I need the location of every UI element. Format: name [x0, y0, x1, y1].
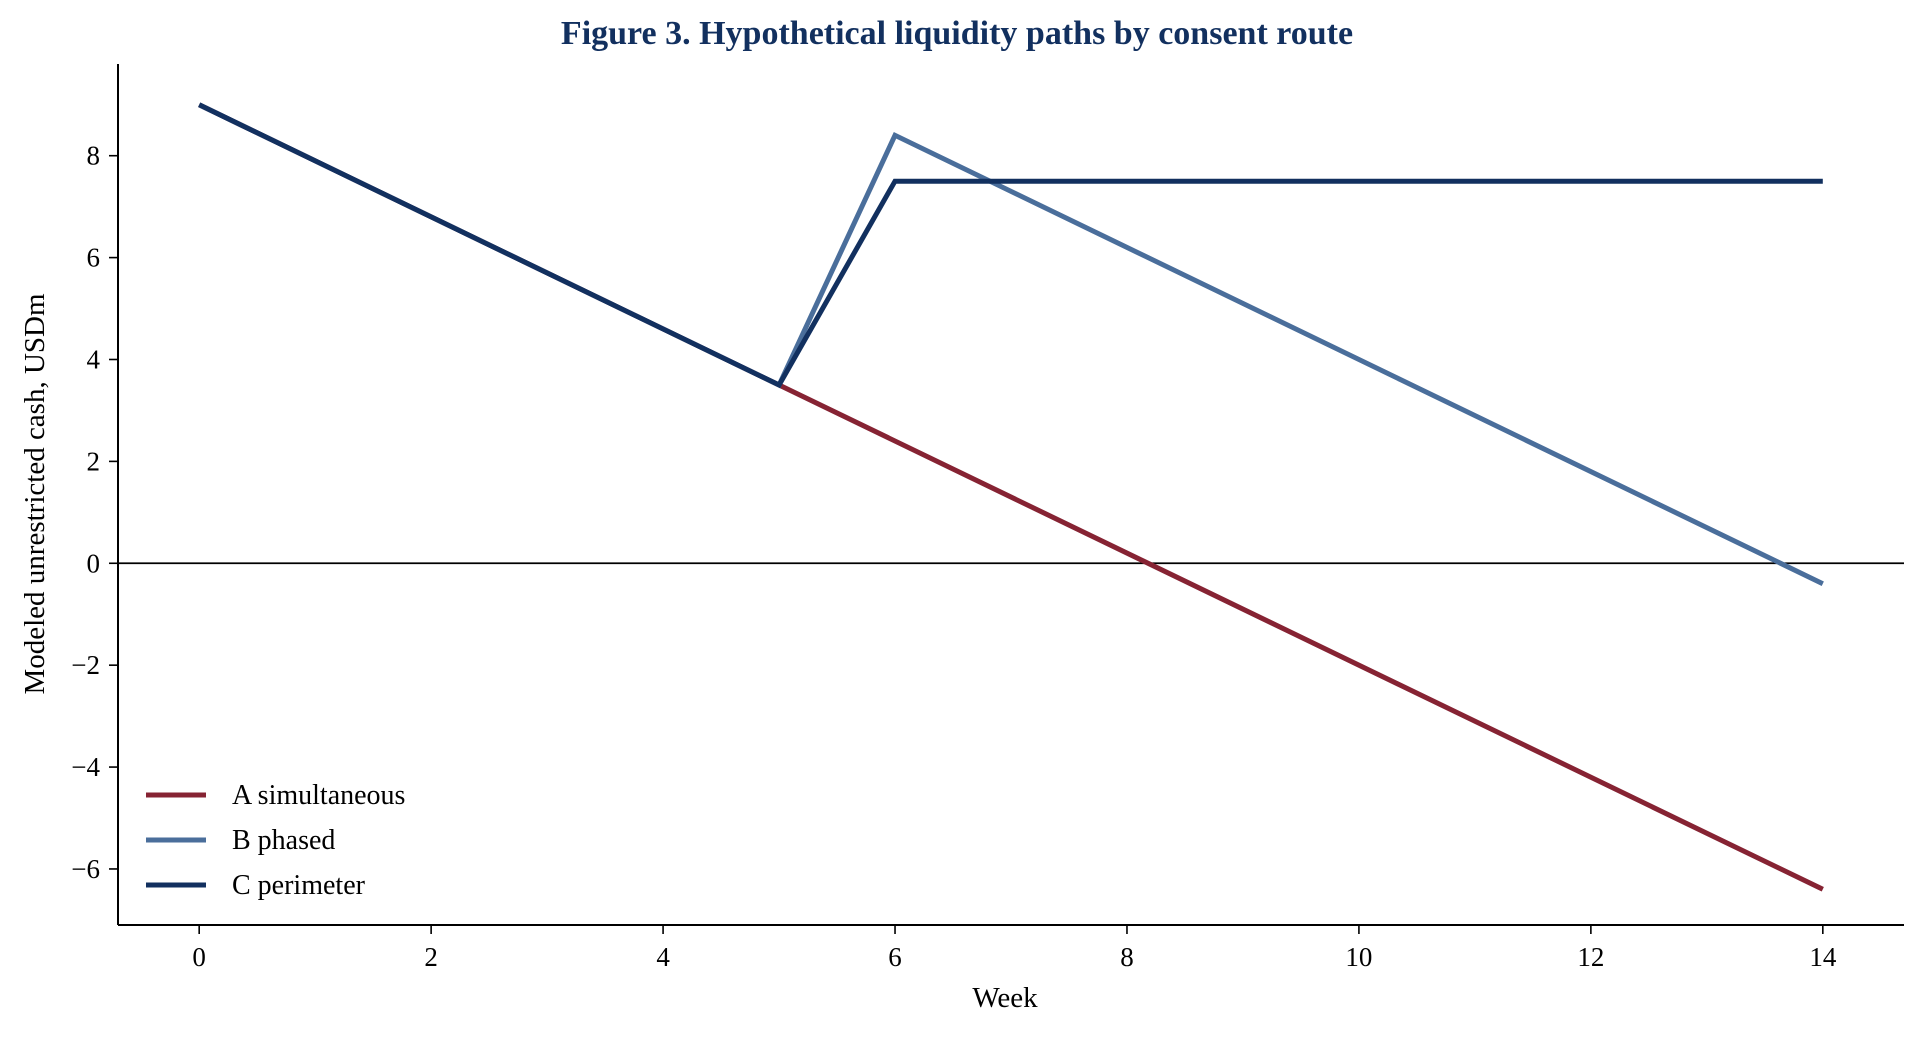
- x-tick-label: 2: [424, 942, 438, 972]
- y-tick-label: −4: [71, 752, 100, 782]
- x-tick-label: 0: [192, 942, 206, 972]
- x-tick-label: 12: [1577, 942, 1604, 972]
- axes: 0 2 4 6 8 10 12 14 −6 −4 −2 0 2 4 6 8: [71, 64, 1904, 972]
- x-tick-label: 10: [1345, 942, 1372, 972]
- legend-label-b-phased: B phased: [232, 825, 335, 856]
- series-line-c-perimeter: [198, 102, 1823, 389]
- y-tick-label: 2: [87, 446, 101, 476]
- x-tick-label: 6: [888, 942, 902, 972]
- y-tick-label: −6: [71, 854, 100, 884]
- legend-label-a-simultaneous: A simultaneous: [232, 780, 405, 811]
- y-tick-label: 6: [87, 243, 101, 273]
- x-tick-label: 4: [656, 942, 670, 972]
- y-axis-label: Modeled unrestricted cash, USDm: [19, 293, 51, 695]
- chart-title: Figure 3. Hypothetical liquidity paths b…: [561, 15, 1353, 52]
- series-line-b-phased: [198, 102, 1824, 586]
- x-axis-label: Week: [972, 982, 1038, 1014]
- x-tick-label: 14: [1809, 942, 1837, 972]
- y-tick-label: 8: [87, 141, 101, 171]
- y-tick-label: −2: [71, 650, 100, 680]
- series-group: [198, 102, 1824, 892]
- y-tick-label: 0: [87, 548, 101, 578]
- legend-label-c-perimeter: C perimeter: [232, 870, 366, 901]
- x-tick-label: 8: [1120, 942, 1134, 972]
- legend: A simultaneous B phased C perimeter: [146, 780, 405, 901]
- y-tick-label: 4: [87, 344, 101, 374]
